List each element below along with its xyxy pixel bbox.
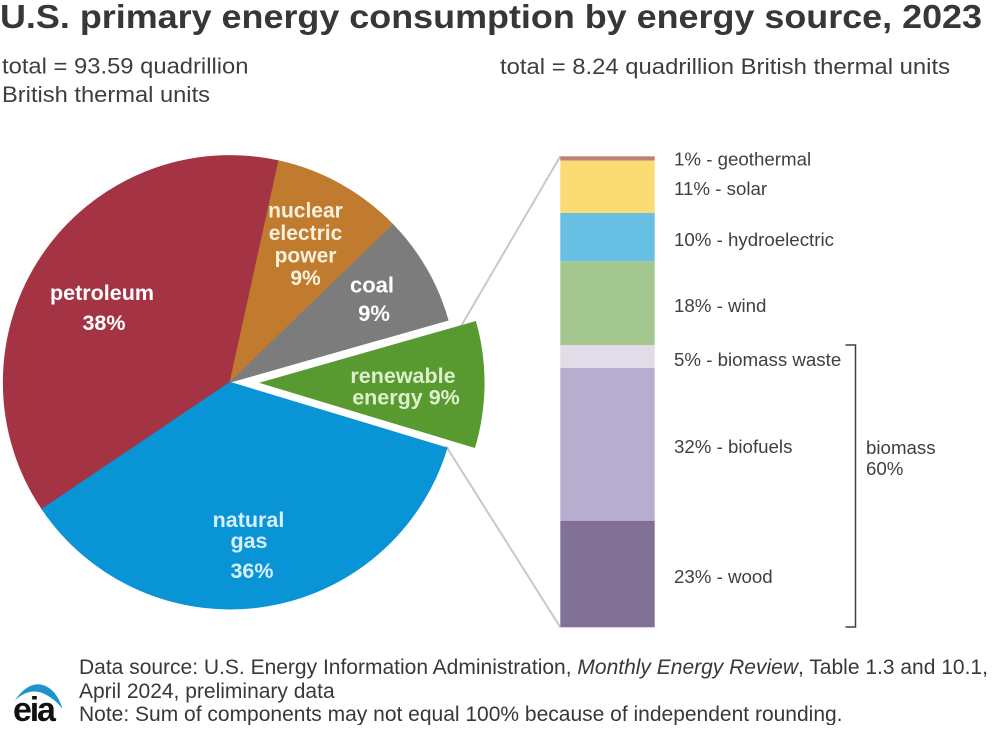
svg-text:British thermal units: British thermal units [2, 82, 210, 107]
svg-text:Note: Sum of components may no: Note: Sum of components may not equal 10… [79, 703, 843, 725]
svg-text:coal: coal [350, 273, 394, 298]
svg-text:total = 8.24 quadrillion Briti: total = 8.24 quadrillion British thermal… [500, 54, 950, 79]
svg-text:power: power [275, 244, 337, 267]
svg-text:biomass: biomass [866, 437, 936, 458]
svg-text:9%: 9% [358, 301, 390, 326]
svg-text:April 2024, preliminary data: April 2024, preliminary data [79, 680, 335, 703]
svg-text:11% - solar: 11% - solar [674, 178, 767, 199]
svg-text:10% - hydroelectric: 10% - hydroelectric [674, 229, 834, 250]
svg-text:36%: 36% [230, 559, 273, 583]
svg-text:gas: gas [230, 529, 267, 553]
svg-text:38%: 38% [82, 311, 125, 335]
svg-text:32% - biofuels: 32% - biofuels [674, 436, 792, 457]
svg-text:energy 9%: energy 9% [352, 385, 460, 409]
svg-text:23% - wood: 23% - wood [674, 566, 773, 587]
svg-text:natural: natural [213, 508, 285, 532]
svg-text:18% - wind: 18% - wind [674, 295, 766, 316]
svg-text:nuclear: nuclear [268, 200, 343, 223]
svg-text:petroleum: petroleum [50, 281, 154, 305]
svg-text:renewable: renewable [350, 364, 455, 388]
svg-text:9%: 9% [290, 267, 321, 290]
svg-text:electric: electric [269, 222, 343, 245]
svg-text:total = 93.59 quadrillion: total = 93.59 quadrillion [2, 54, 249, 79]
svg-text:5% - biomass waste: 5% - biomass waste [674, 349, 841, 370]
svg-text:60%: 60% [866, 458, 903, 479]
svg-text:Data source: U.S. Energy Infor: Data source: U.S. Energy Information Adm… [79, 656, 988, 679]
svg-text:eia: eia [13, 691, 57, 725]
svg-text:U.S. primary energy consumptio: U.S. primary energy consumption by energ… [0, 0, 982, 35]
svg-text:1% - geothermal: 1% - geothermal [674, 148, 811, 169]
